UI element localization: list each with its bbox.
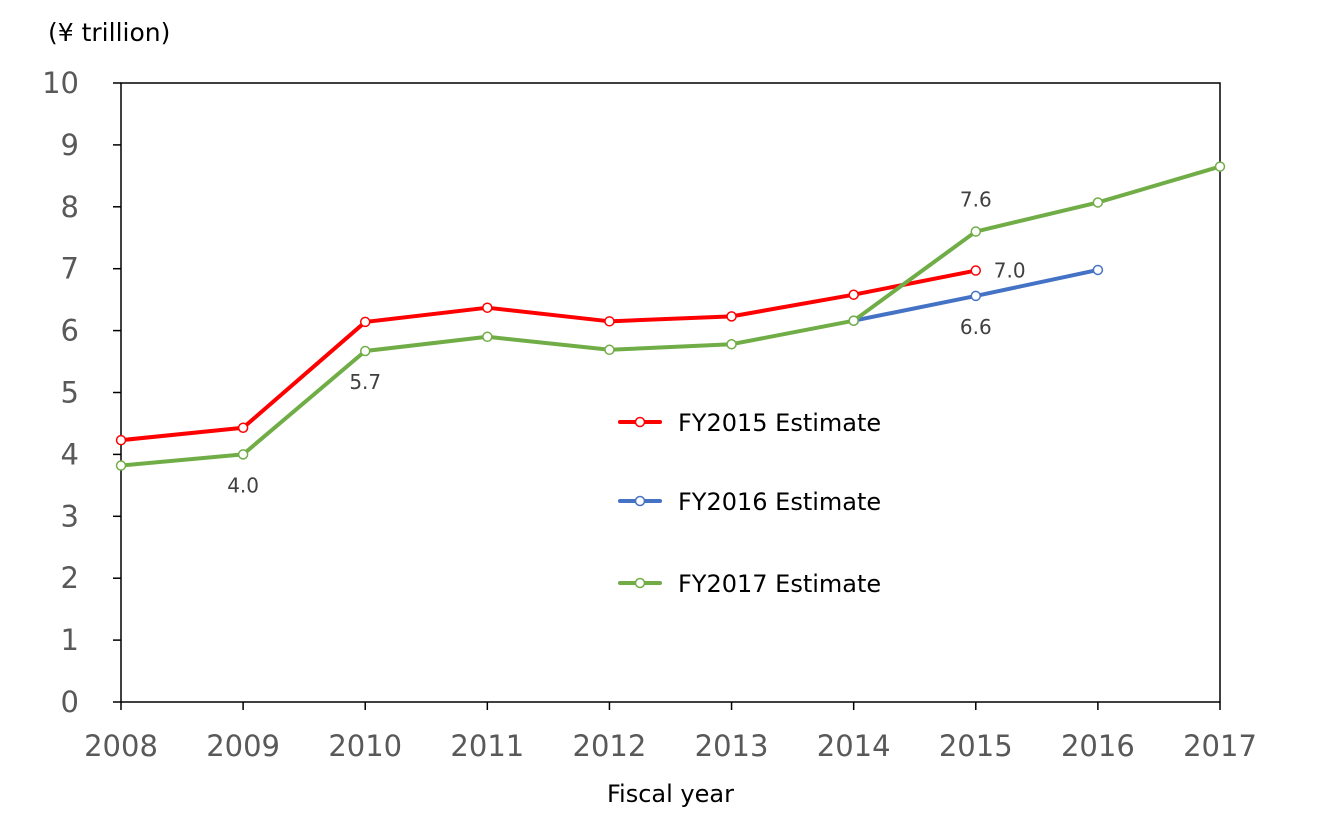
legend-marker	[634, 416, 646, 428]
data-point	[1092, 264, 1104, 276]
data-point	[237, 449, 249, 460]
y-tick-label: 5	[61, 376, 79, 410]
data-point	[848, 289, 859, 300]
legend-marker	[634, 495, 646, 507]
data-point	[115, 434, 127, 446]
data-point	[970, 265, 982, 276]
y-unit-label: (¥ trillion)	[48, 18, 170, 47]
x-tick-label: 2017	[1183, 729, 1257, 763]
data-point	[726, 338, 737, 350]
data-point	[482, 302, 493, 313]
x-tick-label: 2014	[817, 729, 891, 763]
data-point	[359, 345, 371, 357]
data-point	[1092, 197, 1104, 208]
legend-label: FY2015 Estimate	[678, 409, 881, 437]
y-tick-label: 10	[42, 66, 79, 100]
data-point	[604, 344, 615, 356]
data-point	[848, 315, 859, 326]
data-label: 6.6	[960, 315, 992, 339]
legend-label: FY2017 Estimate	[678, 570, 881, 598]
x-tick-label: 2015	[939, 729, 1013, 763]
series-fy2017-estimate	[115, 161, 1226, 471]
y-tick-label: 1	[61, 623, 79, 657]
data-point	[970, 290, 982, 302]
data-label: 4.0	[227, 473, 259, 497]
y-tick-label: 2	[61, 561, 79, 595]
data-label: 7.6	[960, 188, 992, 212]
legend: FY2015 Estimate FY2016 Estimate FY2017 Est…	[618, 409, 881, 598]
y-tick-label: 6	[61, 314, 79, 348]
y-tick-label: 3	[61, 499, 79, 533]
x-tick-label: 2009	[206, 729, 280, 763]
x-axis-title: Fiscal year	[607, 780, 734, 808]
y-tick-label: 7	[61, 252, 79, 286]
data-point	[115, 460, 127, 471]
data-point	[970, 226, 982, 237]
data-point	[237, 422, 249, 434]
data-point	[482, 331, 493, 343]
y-tick-label: 0	[61, 685, 79, 719]
series-line	[119, 164, 1222, 468]
x-tick-label: 2010	[328, 729, 402, 763]
y-tick-label: 9	[61, 128, 79, 162]
legend-item-fy2015-estimate: FY2015 Estimate	[618, 409, 881, 437]
data-point	[726, 311, 737, 322]
data-point	[604, 316, 615, 327]
series-fy2015-estimate	[115, 265, 982, 446]
data-point	[1214, 161, 1226, 172]
x-tick-label: 2012	[573, 729, 647, 763]
legend-marker	[634, 577, 646, 589]
series-line	[119, 268, 978, 443]
x-tick-label: 2008	[84, 729, 158, 763]
legend-item-fy2016-estimate: FY2016 Estimate	[618, 488, 881, 516]
x-tick-label: 2016	[1061, 729, 1135, 763]
legend-item-fy2017-estimate: FY2017 Estimate	[618, 570, 881, 598]
y-tick-label: 8	[61, 190, 79, 224]
data-label: 7.0	[994, 259, 1026, 283]
data-label: 5.7	[349, 370, 381, 394]
y-tick-label: 4	[61, 437, 79, 471]
legend-label: FY2016 Estimate	[678, 488, 881, 516]
x-tick-label: 2011	[450, 729, 524, 763]
x-tick-label: 2013	[695, 729, 769, 763]
data-point	[359, 316, 371, 328]
